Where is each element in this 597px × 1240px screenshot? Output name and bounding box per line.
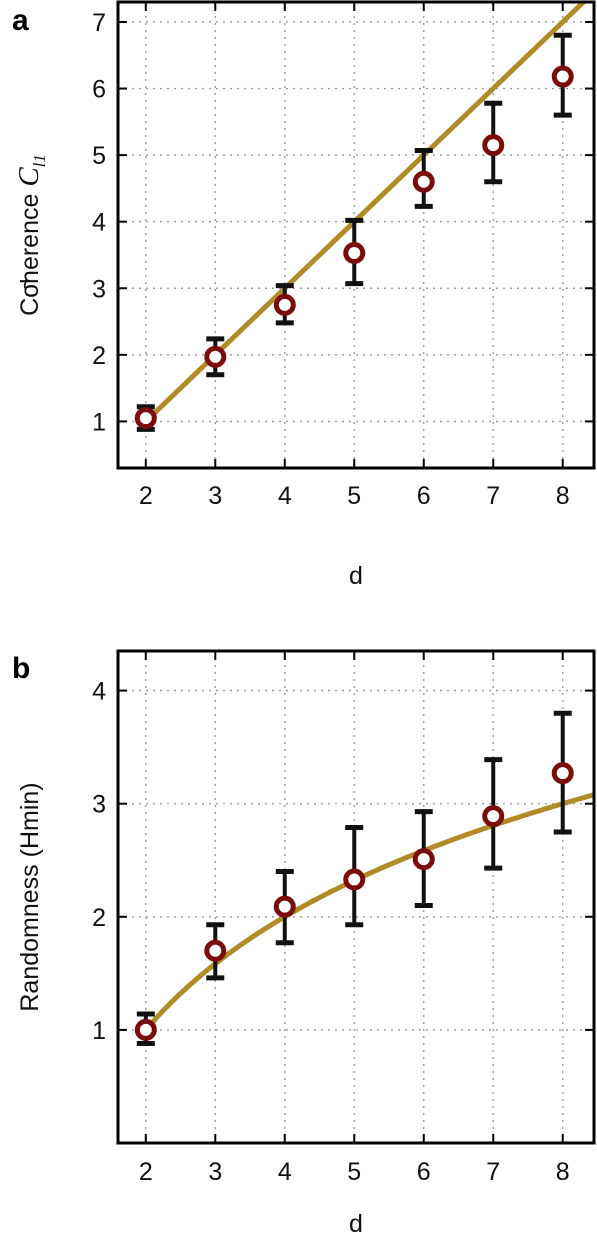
y-tick-label: 4: [92, 678, 106, 706]
y-axis-title: Randomness (Hmin): [16, 782, 44, 1011]
data-point: [482, 805, 505, 828]
x-tick-label: 2: [139, 482, 153, 510]
x-tick-label: 5: [347, 1158, 361, 1186]
x-axis-title: d: [349, 1210, 363, 1238]
data-point: [273, 293, 296, 316]
y-tick-label: 4: [92, 209, 106, 237]
x-tick-label: 6: [417, 482, 431, 510]
y-tick-label: 7: [92, 9, 106, 37]
y-tick-label: 3: [92, 275, 106, 303]
x-tick-label: 7: [486, 482, 500, 510]
data-point: [412, 170, 435, 193]
data-point: [204, 345, 227, 368]
panel-a: 2 3 4 5 6 7 8 1 2 3 4 5 6 7 d Coherence Cl1~ a: [12, 0, 596, 590]
x-tick-label: 4: [278, 1158, 292, 1186]
data-point: [273, 895, 296, 918]
plot-frame: [116, 0, 596, 470]
x-tick-label: 3: [208, 1158, 222, 1186]
plot-frame: [116, 649, 596, 1145]
data-point: [343, 868, 366, 891]
data-point: [343, 241, 366, 264]
y-axis-accent: ~: [12, 276, 40, 291]
data-point: [551, 65, 574, 88]
fit-curve: [143, 2, 588, 424]
data-point: [551, 762, 574, 785]
x-axis-title: d: [349, 562, 363, 590]
x-tick-label: 8: [556, 482, 570, 510]
y-tick-label: 2: [92, 342, 106, 370]
data-point: [482, 134, 505, 157]
panel-letter: b: [12, 652, 30, 685]
x-tick-label: 4: [278, 482, 292, 510]
panel-letter: a: [12, 4, 29, 37]
data-point: [134, 407, 157, 430]
y-tick-label: 5: [92, 142, 106, 170]
data-point: [134, 1018, 157, 1041]
data-point: [412, 848, 435, 871]
panel-b: 2 3 4 5 6 7 8 1 2 3 4 d Randomness (Hmin) b: [12, 649, 596, 1238]
y-tick-label: 6: [92, 76, 106, 104]
y-tick-label: 1: [92, 1017, 106, 1045]
y-tick-label: 3: [92, 791, 106, 819]
data-point: [204, 939, 227, 962]
y-tick-label: 1: [92, 408, 106, 436]
fit-curve: [143, 792, 594, 1033]
y-axis-title: Coherence Cl1: [13, 154, 49, 316]
x-tick-label: 8: [556, 1158, 570, 1186]
x-tick-label: 2: [139, 1158, 153, 1186]
x-tick-label: 5: [347, 482, 361, 510]
x-tick-label: 3: [208, 482, 222, 510]
y-tick-label: 2: [92, 904, 106, 932]
x-tick-label: 7: [486, 1158, 500, 1186]
x-tick-label: 6: [417, 1158, 431, 1186]
